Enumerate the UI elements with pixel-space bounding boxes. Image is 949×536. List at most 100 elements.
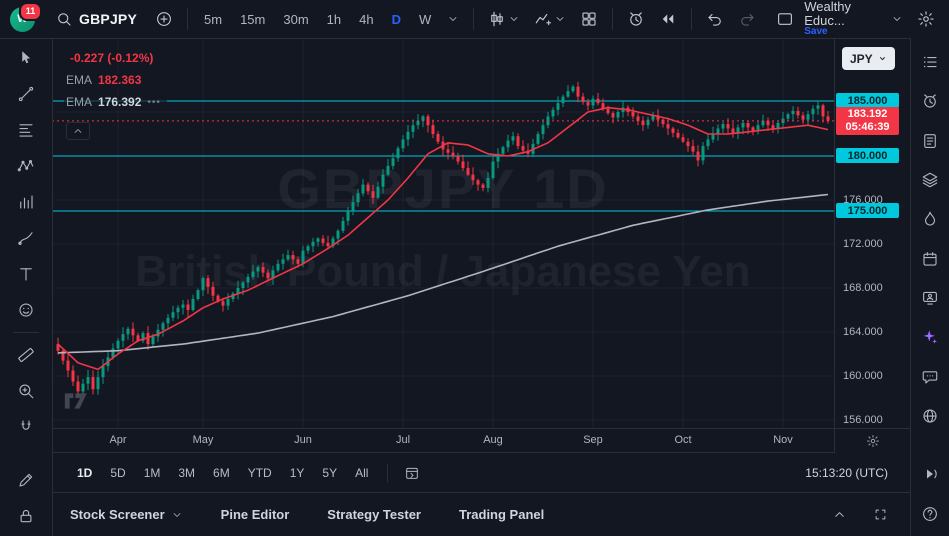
clock-utc[interactable]: 15:13:20 (UTC) [805,465,888,480]
tool-emoji[interactable] [9,300,43,320]
current-price-value: 183.192 [847,107,888,120]
price-level-label: 175.000 [836,203,899,218]
range-3m[interactable]: 3M [178,465,196,480]
markets-button[interactable] [919,406,941,426]
time-axis[interactable]: Apr May Jun Jul Aug Sep Oct Nov [52,428,834,453]
range-all[interactable]: All [355,465,369,480]
tool-cursor[interactable] [9,48,43,68]
pine-editor-tab[interactable]: Pine Editor [221,507,290,522]
tool-forecast[interactable] [9,192,43,212]
candlestick-chart[interactable] [52,38,834,428]
cursor-icon [22,51,31,64]
symbol-search[interactable]: GBPJPY [47,6,145,32]
fib-lines-icon [19,124,33,137]
time-axis-month: Apr [109,434,127,446]
pine-editor-label: Pine Editor [220,507,290,522]
range-6m[interactable]: 6M [213,465,230,480]
layout-grid-button[interactable] [576,6,602,32]
watchlist-button[interactable] [919,52,941,72]
quick-play-button[interactable] [919,464,941,484]
forecast-bars-icon [20,195,33,209]
time-axis-month: Jul [395,434,411,446]
tool-zoom-in[interactable] [9,381,43,401]
ema-fast-row[interactable]: EMA 182.363 [64,72,148,88]
chevron-down-icon [173,512,181,517]
range-1m[interactable]: 1M [143,465,161,480]
settings-button[interactable] [913,6,939,32]
range-ytd[interactable]: YTD [247,465,272,480]
go-to-date-button[interactable] [400,461,424,485]
range-1y[interactable]: 1Y [289,465,305,480]
time-axis-month: Oct [674,434,692,446]
chart-style-button[interactable] [484,6,524,32]
calendar-button[interactable] [919,249,941,269]
tool-lock-drawings[interactable] [9,506,43,526]
save-label[interactable]: Save [804,26,828,38]
trading-panel-tab[interactable]: Trading Panel [459,507,544,522]
timeframe-15m[interactable]: 15m [240,11,266,27]
strategy-tester-tab[interactable]: Strategy Tester [327,507,421,522]
price-axis[interactable]: JPY 176.000 172.000 168.000 164.000 160.000 1… [834,38,911,428]
stock-screener-tab[interactable]: Stock Screener [70,507,183,522]
compare-add-button[interactable] [151,6,177,32]
tool-xabcd-pattern[interactable] [9,156,43,176]
lock-icon [20,509,32,523]
alert-button[interactable] [623,6,649,32]
indicators-button[interactable] [530,6,570,32]
redo-arrow-icon [741,13,754,26]
price-change: -0.227 (-0.12%) [70,51,154,65]
timeframe-1h[interactable]: 1h [326,11,342,27]
chart-canvas[interactable]: GBPJPY 1D British Pound / Japanese Yen -… [52,38,834,428]
divider [691,8,693,30]
tool-draw[interactable] [9,470,43,490]
timeframe-4h[interactable]: 4h [359,11,374,27]
range-1d[interactable]: 1D [77,465,93,480]
panel-expand-button[interactable] [828,503,851,526]
streams-button[interactable] [919,288,941,308]
tool-text[interactable] [9,264,43,284]
flame-icon [924,212,936,227]
hotlists-button[interactable] [919,209,941,229]
layout-menu-arrow[interactable] [887,9,907,29]
save-layout-button[interactable] [772,6,798,32]
ai-assistant-button[interactable] [919,327,941,347]
price-axis-label: 168.000 [843,282,883,294]
currency-label: JPY [850,51,873,66]
panel-maximize-button[interactable] [869,503,892,526]
ema-slow-row[interactable]: EMA 176.392 ••• [64,94,167,110]
magnet-icon [21,420,31,430]
tool-measure[interactable] [9,345,43,365]
help-button[interactable] [919,504,941,524]
emoji-icon [19,303,33,317]
layout-menu[interactable]: Wealthy Educ... Save [804,0,881,38]
object-tree-button[interactable] [919,170,941,190]
tradingview-logo[interactable] [62,389,100,418]
brush-icon [18,232,33,245]
globe-icon [923,409,937,423]
time-axis-month: May [192,434,214,446]
alerts-button[interactable] [919,91,941,111]
redo-button[interactable] [734,6,760,32]
go-to-date-icon [406,467,419,479]
legend-more-button[interactable]: ••• [147,96,161,108]
timeframe-menu-button[interactable] [443,9,463,29]
axis-settings-corner[interactable] [834,428,911,453]
timeframe-5m[interactable]: 5m [204,11,223,27]
tool-magnet[interactable] [9,417,43,437]
user-avatar[interactable]: W 11 [10,1,42,32]
range-5y[interactable]: 5Y [322,465,338,480]
legend-collapse-button[interactable] [66,122,90,140]
tool-trend-line[interactable] [9,84,43,104]
timeframe-30m[interactable]: 30m [283,11,309,27]
tool-fib-retracement[interactable] [9,120,43,140]
chat-button[interactable] [919,367,941,387]
currency-toggle[interactable]: JPY [842,47,895,70]
range-5d[interactable]: 5D [110,465,126,480]
news-button[interactable] [919,131,941,151]
timeframe-1w[interactable]: W [418,11,432,27]
undo-button[interactable] [702,6,728,32]
timeframe-1d[interactable]: D [391,11,401,27]
time-axis-month: Sep [583,434,603,446]
tool-brush[interactable] [9,228,43,248]
replay-button[interactable] [655,6,681,32]
